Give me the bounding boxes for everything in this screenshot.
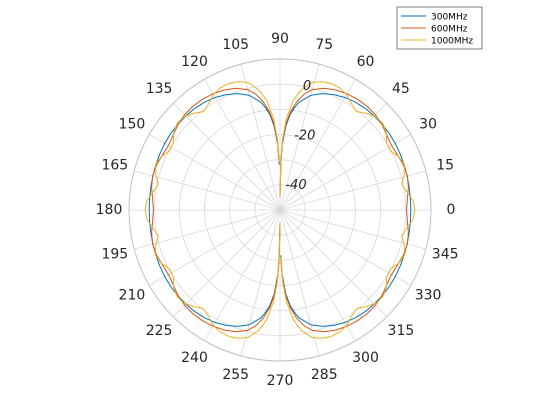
legend-label-300MHz: 300MHz xyxy=(431,13,468,23)
angle-label-315: 315 xyxy=(388,323,415,339)
angle-label-90: 90 xyxy=(271,31,289,47)
angle-label-30: 30 xyxy=(419,117,437,133)
angle-label-150: 150 xyxy=(119,117,146,133)
angle-label-0: 0 xyxy=(447,202,456,218)
angle-label-165: 165 xyxy=(101,158,128,174)
legend: 300MHz 600MHz 1000MHz xyxy=(396,6,483,50)
angle-label-45: 45 xyxy=(392,81,410,97)
angle-label-270: 270 xyxy=(267,373,294,389)
angle-label-330: 330 xyxy=(415,288,442,304)
ring-10 xyxy=(128,58,432,362)
ring-0 xyxy=(153,83,407,337)
rtick-label--20: -20 xyxy=(294,129,315,144)
polar-grid xyxy=(128,58,432,362)
ring--30 xyxy=(229,159,331,261)
angle-label-345: 345 xyxy=(432,246,459,262)
angle-label-210: 210 xyxy=(119,288,146,304)
ring--10 xyxy=(178,108,382,312)
legend-label-1000MHz: 1000MHz xyxy=(431,37,473,47)
angle-label-300: 300 xyxy=(352,350,379,366)
angle-label-285: 285 xyxy=(311,367,338,383)
angle-label-225: 225 xyxy=(146,323,173,339)
angle-label-105: 105 xyxy=(222,37,249,53)
angle-label-180: 180 xyxy=(96,202,123,218)
angle-label-195: 195 xyxy=(101,246,128,262)
ring--20 xyxy=(204,134,356,286)
rtick-label-0: 0 xyxy=(303,79,311,94)
angle-label-120: 120 xyxy=(181,54,208,70)
angle-label-240: 240 xyxy=(181,350,208,366)
angle-label-75: 75 xyxy=(315,37,333,53)
angle-label-15: 15 xyxy=(436,158,454,174)
angle-label-255: 255 xyxy=(222,367,249,383)
polar-series-layer xyxy=(144,81,416,339)
series-line-1000MHz xyxy=(144,81,416,339)
radial-tick-labels: -40 -20 0 xyxy=(285,79,315,193)
angle-tick-labels: 0 15 30 45 60 75 90 105 120 135 150 165 180 195 210 225… xyxy=(96,31,459,389)
angle-label-135: 135 xyxy=(146,81,173,97)
angle-label-60: 60 xyxy=(357,54,375,70)
legend-label-600MHz: 600MHz xyxy=(431,25,468,35)
rtick-label--40: -40 xyxy=(285,178,306,193)
